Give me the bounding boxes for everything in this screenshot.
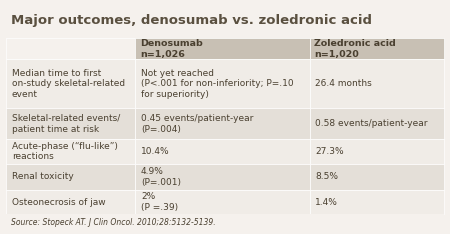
Bar	[6, 214, 444, 231]
Bar	[135, 139, 310, 164]
Bar	[310, 108, 444, 139]
Text: 27.3%: 27.3%	[315, 147, 344, 156]
Text: Median time to first
on-study skeletal-related
event: Median time to first on-study skeletal-r…	[12, 69, 125, 99]
Bar	[6, 59, 135, 108]
Bar	[135, 164, 310, 190]
Text: Source: Stopeck AT. J Clin Oncol. 2010;28:5132-5139.: Source: Stopeck AT. J Clin Oncol. 2010;2…	[11, 218, 216, 227]
Text: Not yet reached
(P<.001 for non-inferiority; P=.10
for superiority): Not yet reached (P<.001 for non-inferior…	[141, 69, 293, 99]
Text: 10.4%: 10.4%	[141, 147, 170, 156]
Bar	[310, 139, 444, 164]
Text: 2%
(P =.39): 2% (P =.39)	[141, 192, 178, 212]
Bar	[6, 38, 135, 59]
Text: 26.4 months: 26.4 months	[315, 79, 372, 88]
Bar	[6, 190, 135, 214]
Text: 8.5%: 8.5%	[315, 172, 338, 181]
Bar	[6, 164, 135, 190]
Bar	[135, 38, 310, 59]
Text: Acute-phase (“flu-like”)
reactions: Acute-phase (“flu-like”) reactions	[12, 142, 117, 161]
Bar	[6, 3, 444, 38]
Bar	[135, 108, 310, 139]
Text: 0.45 events/patient-year
(P=.004): 0.45 events/patient-year (P=.004)	[141, 114, 253, 134]
Text: Renal toxicity: Renal toxicity	[12, 172, 73, 181]
Text: Skeletal-related events/
patient time at risk: Skeletal-related events/ patient time at…	[12, 114, 120, 134]
Bar	[6, 139, 135, 164]
Bar	[310, 59, 444, 108]
Text: Major outcomes, denosumab vs. zoledronic acid: Major outcomes, denosumab vs. zoledronic…	[11, 14, 372, 27]
Text: 0.58 events/patient-year: 0.58 events/patient-year	[315, 119, 428, 128]
Bar	[310, 190, 444, 214]
Bar	[135, 190, 310, 214]
Text: 1.4%: 1.4%	[315, 198, 338, 207]
Text: Zoledronic acid
n=1,020: Zoledronic acid n=1,020	[315, 39, 396, 59]
Text: Denosumab
n=1,026: Denosumab n=1,026	[140, 39, 203, 59]
Bar	[135, 59, 310, 108]
Text: 4.9%
(P=.001): 4.9% (P=.001)	[141, 167, 181, 187]
Bar	[310, 164, 444, 190]
Text: Osteonecrosis of jaw: Osteonecrosis of jaw	[12, 198, 105, 207]
Bar	[6, 108, 135, 139]
Bar	[310, 38, 444, 59]
